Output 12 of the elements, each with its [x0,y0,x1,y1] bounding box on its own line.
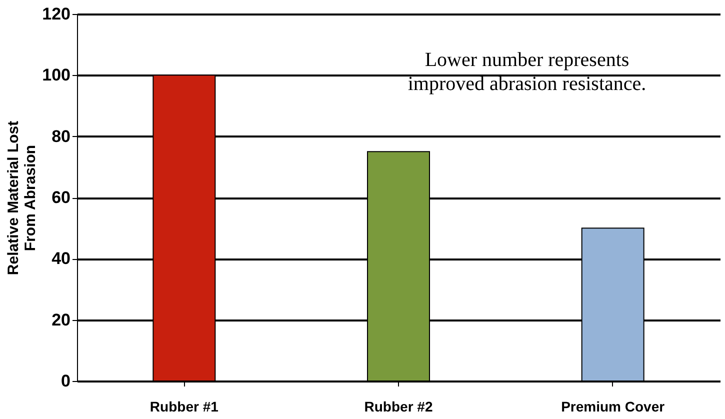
y-tick-label: 0 [61,372,70,390]
y-axis-title: Relative Material Lost From Abrasion [5,120,40,276]
y-tick-label: 20 [52,310,70,330]
x-tick-label: Rubber #1 [150,398,219,414]
y-tick-label: 100 [42,66,70,85]
y-tick-label: 40 [52,249,70,268]
x-tick-label: Rubber #2 [364,398,433,414]
y-tick-label: 80 [52,126,70,146]
x-tick-label: Premium Cover [561,398,666,414]
annotation: Lower number represents improved abrasion resistance. [408,49,646,95]
y-tick-label: 120 [42,4,70,24]
y-tick-label: 60 [52,188,70,207]
